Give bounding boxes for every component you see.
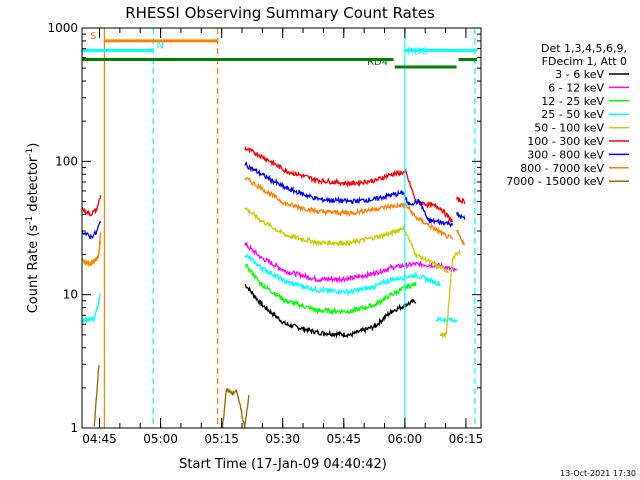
x-tick-label: 06:15 — [449, 432, 484, 446]
legend-entry-label: 300 - 800 keV — [527, 148, 604, 161]
y-axis-label-part2: detector — [26, 156, 41, 216]
legend-entry-label: 7000 - 15000 keV — [506, 175, 604, 188]
x-tick-label: 04:45 — [82, 432, 117, 446]
flag-label-2: N — [157, 40, 164, 51]
y-tick-label: 10 — [63, 288, 78, 302]
series-line-8-segment-1 — [81, 232, 102, 267]
series-line-6-segment-1 — [81, 194, 102, 217]
flag-label-5: RD4 — [367, 57, 388, 68]
legend-entry-label: 800 - 7000 keV — [520, 162, 604, 175]
series-line-5-segment-2 — [244, 207, 449, 274]
series-line-1-segment-1 — [244, 283, 417, 339]
legend-header-line: Det 1,3,4,5,6,9, — [541, 42, 627, 55]
legend-entry-label: 100 - 300 keV — [527, 135, 604, 148]
series-line-9-segment-1 — [93, 365, 100, 427]
series-line-2-segment-1 — [244, 241, 458, 284]
chart-title: RHESSI Observing Summary Count Rates — [125, 4, 435, 22]
x-tick-label: 05:15 — [204, 432, 239, 446]
x-tick-label: 05:00 — [143, 432, 178, 446]
series-line-6-segment-3 — [455, 196, 466, 205]
x-axis-label: Start Time (17-Jan-09 04:40:42) — [179, 457, 387, 472]
legend-entry-label: 50 - 100 keV — [534, 122, 604, 135]
y-axis-label-part1: Count Rate (s — [26, 225, 41, 314]
series-line-5-segment-3 — [439, 249, 461, 340]
series-line-3-segment-1 — [244, 263, 417, 316]
y-tick-label: 100 — [55, 154, 78, 168]
y-axis-label-part3: ) — [26, 143, 41, 148]
legend-header-line: FDecim 1, Att 0 — [542, 55, 627, 68]
flag-label-4: RD0 — [407, 47, 428, 58]
footer-date: 13-Oct-2021 17:30 — [560, 469, 636, 478]
legend-entry-label: 25 - 50 keV — [541, 108, 604, 121]
y-axis-label: Count Rate (s-1 detector-1) — [25, 143, 41, 314]
series-line-8-segment-2 — [244, 177, 454, 240]
series-line-4-segment-2 — [244, 253, 441, 297]
series-line-7-segment-2 — [244, 160, 454, 228]
x-tick-label: 05:45 — [326, 432, 361, 446]
y-axis-label-sup1: -1 — [25, 216, 35, 225]
series-line-4-segment-1 — [81, 293, 101, 324]
legend-entry-label: 3 - 6 keV — [555, 68, 604, 81]
series-line-4-segment-3 — [435, 315, 458, 324]
plot-area: S N RD0 RD4 — [81, 28, 477, 429]
y-tick-label: 1000 — [47, 21, 78, 35]
x-tick-label: 05:30 — [265, 432, 300, 446]
legend: Det 1,3,4,5,6,9,FDecim 1, Att 03 - 6 keV… — [506, 42, 629, 188]
y-tick-label: 1 — [70, 421, 78, 435]
flag-label-1: S — [90, 31, 96, 42]
series-line-7-segment-3 — [455, 211, 466, 220]
y-axis-label-sup2: -1 — [25, 148, 35, 157]
legend-entry-label: 12 - 25 keV — [541, 95, 604, 108]
legend-entry-label: 6 - 12 keV — [548, 81, 604, 94]
plot-frame — [81, 27, 482, 429]
series-line-8-segment-3 — [455, 229, 466, 246]
axes: 1 10 100 1000 04:45 05:00 05:15 05:30 05:45 06:00… — [47, 21, 483, 446]
series-line-9-segment-2 — [221, 388, 250, 429]
series-line-7-segment-1 — [81, 220, 102, 240]
x-tick-label: 06:00 — [388, 432, 423, 446]
